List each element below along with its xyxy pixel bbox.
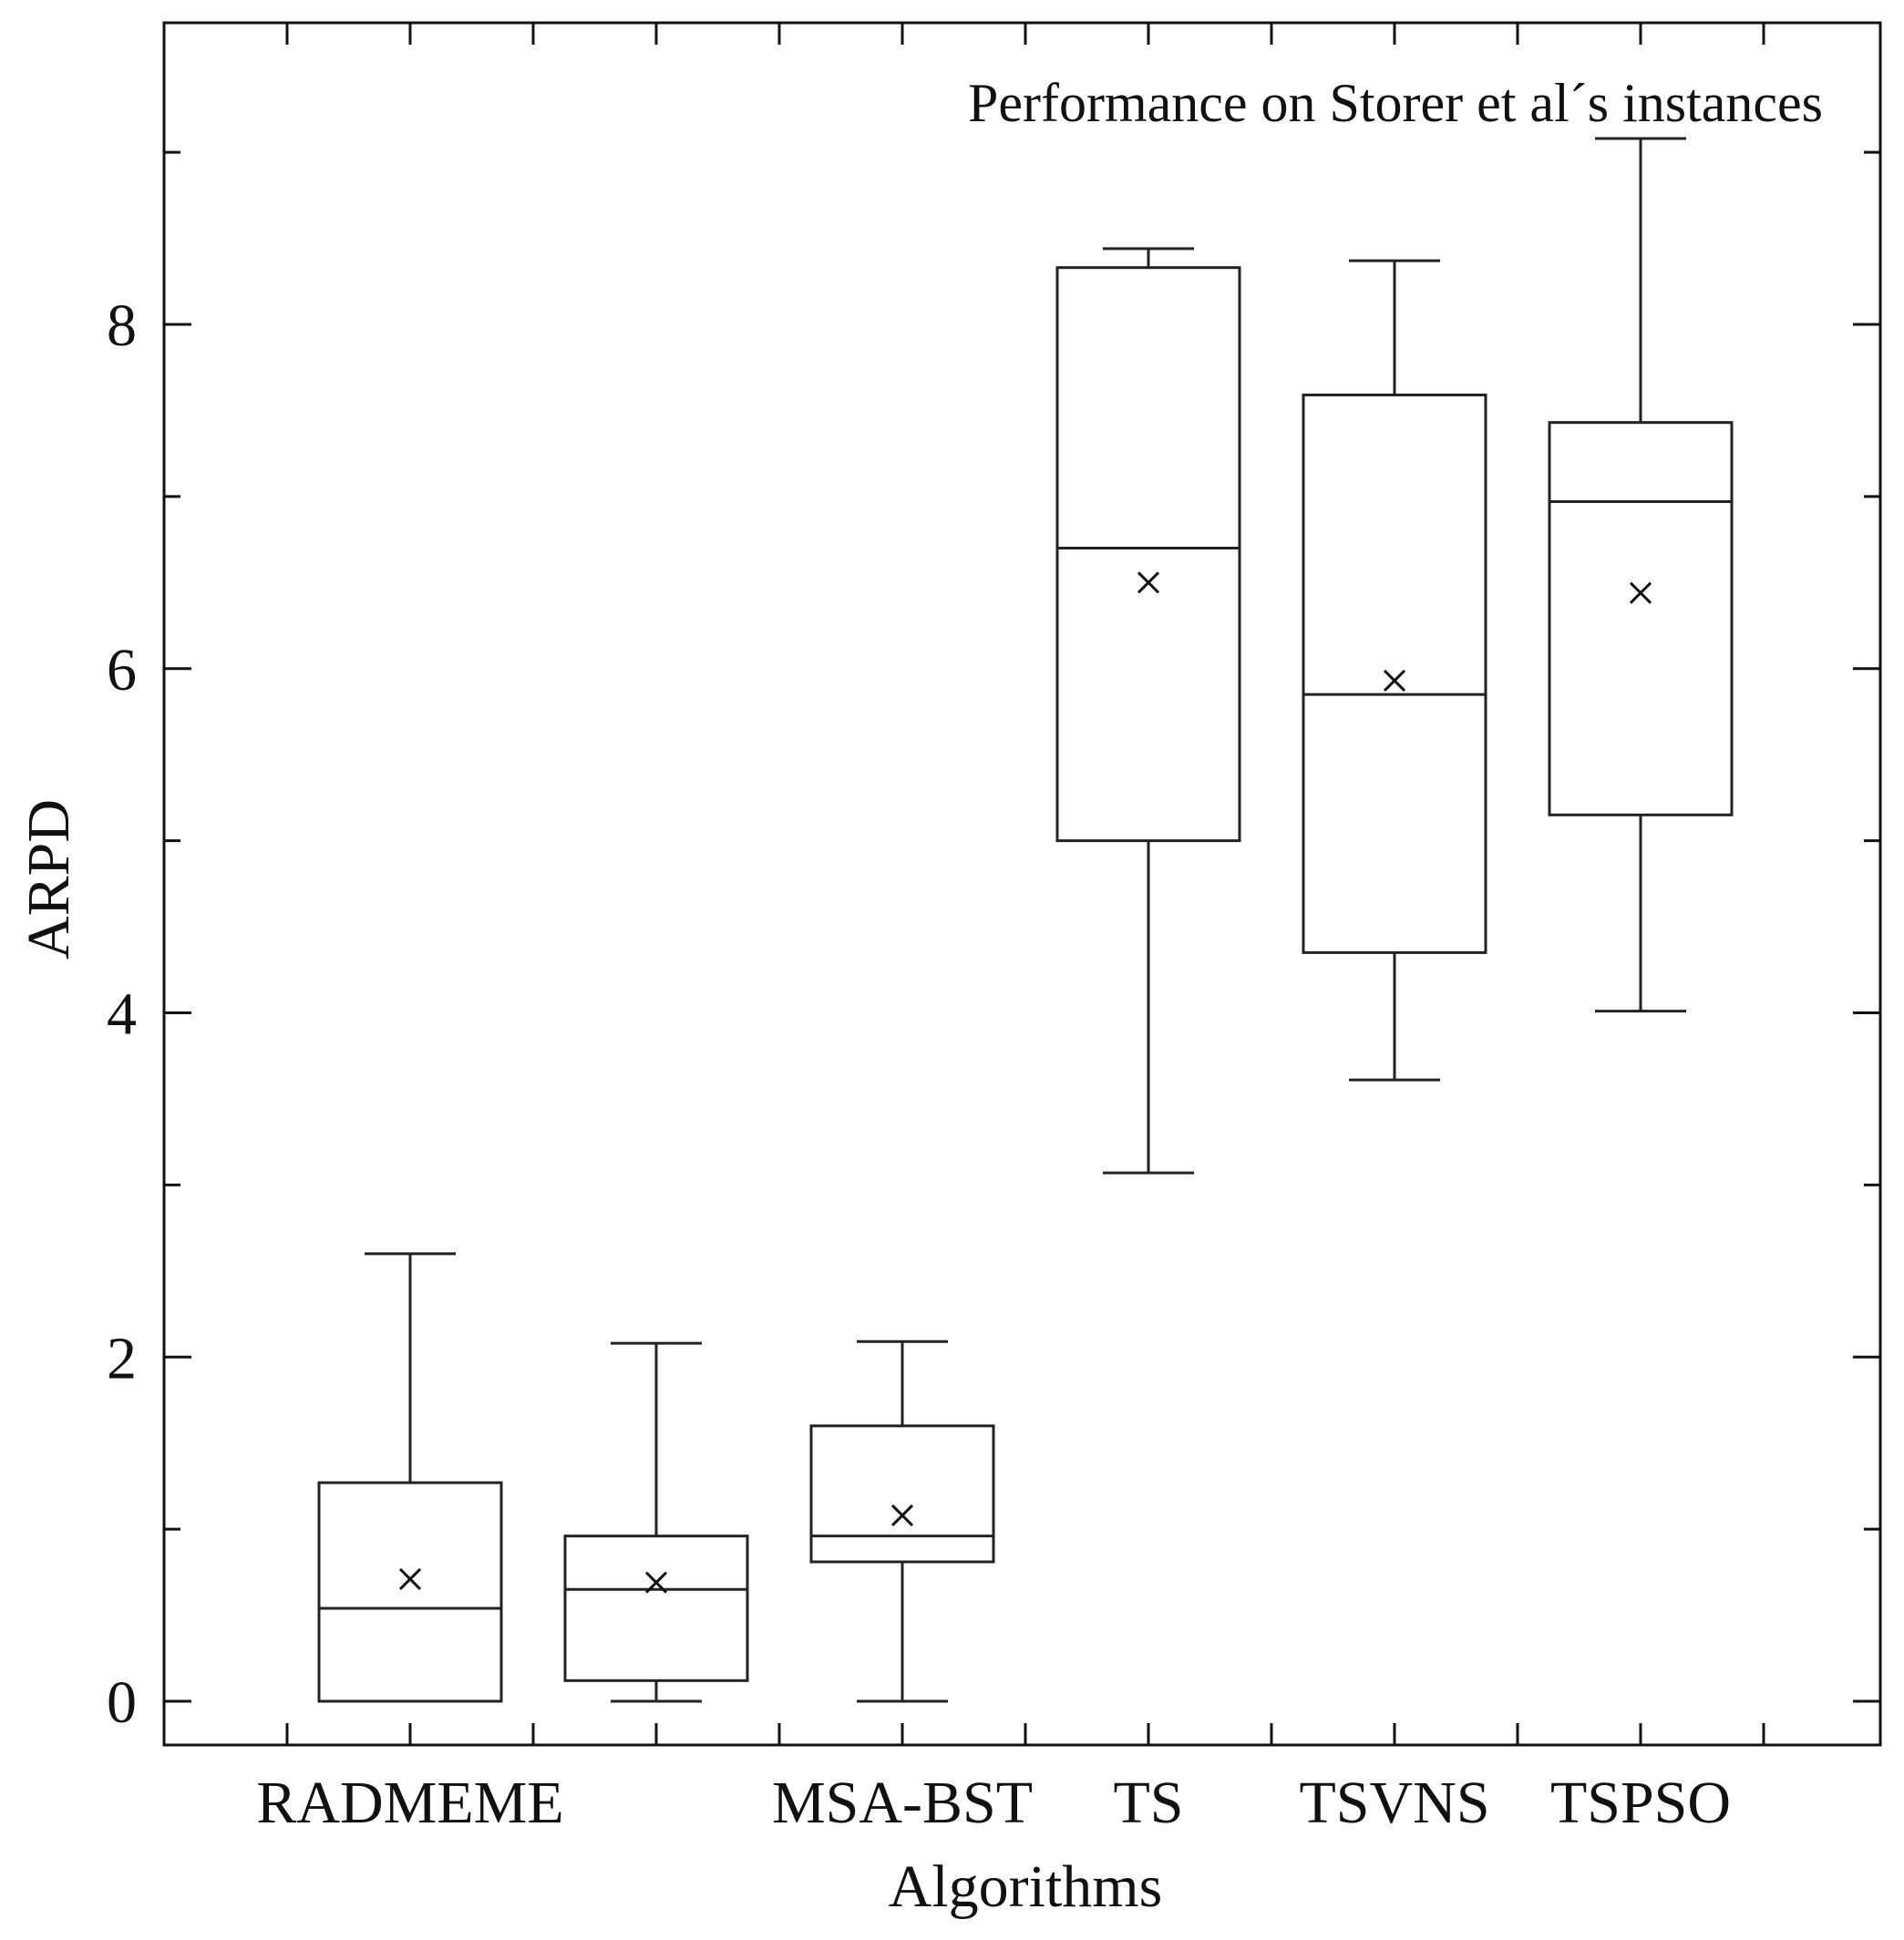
- axis-ticks: [164, 23, 1880, 1745]
- x-category-label: TSPSO: [1550, 1770, 1731, 1836]
- mean-marker: [1383, 669, 1406, 693]
- box-group: [1055, 247, 1241, 1175]
- iqr-box: [1055, 266, 1241, 843]
- box-group: [317, 1252, 503, 1703]
- box-series: [317, 137, 1734, 1703]
- axis-labels: 0 2 4 6 8 RADMEME MSA-BST TS TSVNS TSPSO: [107, 293, 1731, 1836]
- y-tick-label: 2: [107, 1325, 137, 1391]
- box-group: [809, 1340, 995, 1703]
- y-tick-label: 4: [107, 981, 137, 1048]
- y-tick-label: 8: [107, 293, 137, 359]
- x-category-label: TSVNS: [1299, 1770, 1489, 1836]
- x-category-label: RADMEME: [256, 1770, 563, 1836]
- x-category-label: TS: [1113, 1770, 1183, 1836]
- mean-marker: [398, 1567, 422, 1590]
- iqr-box: [563, 1535, 749, 1682]
- box-group: [1302, 259, 1487, 1082]
- y-tick-label: 0: [107, 1669, 137, 1736]
- plot-frame: [162, 21, 1882, 1747]
- iqr-box: [1548, 421, 1734, 816]
- iqr-box: [1302, 393, 1487, 954]
- iqr-box: [809, 1424, 995, 1564]
- mean-marker: [1137, 571, 1160, 594]
- y-axis-label: ARPD: [15, 799, 82, 960]
- box-group: [1548, 137, 1734, 1013]
- x-axis-label: Algorithms: [889, 1853, 1163, 1920]
- x-category-label: MSA-BST: [772, 1770, 1033, 1836]
- mean-marker: [644, 1571, 668, 1594]
- box-group: [563, 1341, 749, 1703]
- y-tick-label: 6: [107, 637, 137, 703]
- chart-title: Performance on Storer et al´s instances: [968, 73, 1823, 133]
- iqr-box: [317, 1481, 503, 1703]
- mean-marker: [890, 1504, 914, 1527]
- mean-marker: [1629, 581, 1652, 604]
